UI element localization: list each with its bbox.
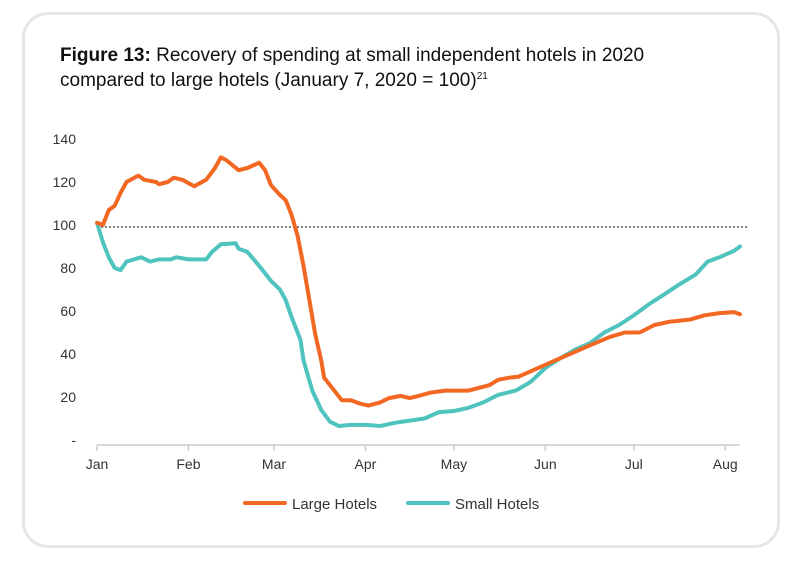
y-axis: - 20 40 60 80 100 120 140: [53, 131, 77, 448]
legend: Large Hotels Small Hotels: [243, 496, 539, 513]
figure-card: [22, 12, 780, 548]
x-tick-label: Mar: [262, 456, 286, 472]
x-tick-label: May: [441, 456, 467, 472]
x-tick-label: Feb: [176, 456, 200, 472]
series-lines: [95, 155, 742, 428]
y-tick-label: 60: [60, 303, 76, 319]
y-tick-label: 20: [60, 389, 76, 405]
series-line-small-hotels: [95, 220, 742, 428]
x-axis: Jan Feb Mar Apr May Jun Jul Aug: [86, 444, 740, 472]
x-tick-label: Jan: [86, 456, 109, 472]
y-tick-label: 100: [53, 217, 77, 233]
title-text-line2: compared to large hotels (January 7, 202…: [60, 70, 477, 91]
figure-number: Figure 13:: [60, 45, 151, 66]
x-tick-label: Jul: [625, 456, 643, 472]
series-line-large-hotels: [95, 155, 742, 408]
y-tick-label: -: [71, 432, 76, 448]
figure-title: Figure 13: Recovery of spending at small…: [60, 43, 644, 93]
title-text: Recovery of spending at small independen…: [156, 45, 645, 66]
y-tick-label: 120: [53, 174, 77, 190]
x-tick-label: Apr: [355, 456, 377, 472]
y-tick-label: 140: [53, 131, 77, 147]
x-tick-label: Aug: [713, 456, 738, 472]
x-tick-label: Jun: [534, 456, 557, 472]
y-tick-label: 40: [60, 346, 76, 362]
y-tick-label: 80: [60, 260, 76, 276]
footnote-ref: 21: [476, 71, 488, 82]
legend-label-small: Small Hotels: [455, 496, 539, 513]
legend-label-large: Large Hotels: [292, 496, 377, 513]
